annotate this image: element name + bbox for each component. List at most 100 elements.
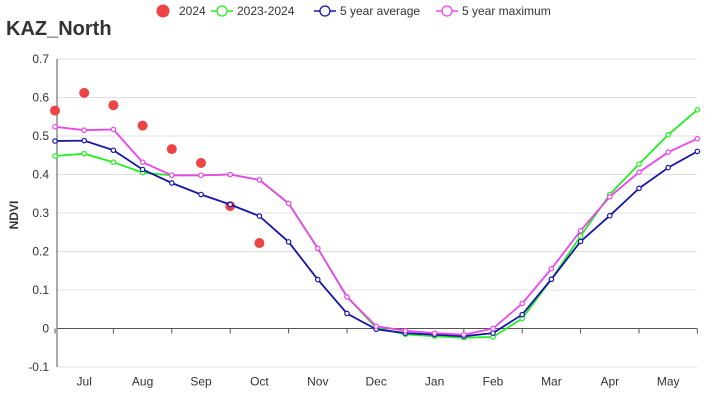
chart-series — [50, 87, 701, 341]
y-tick-label: 0 — [42, 322, 49, 336]
data-point — [108, 100, 119, 111]
chart-axes: -0.1 0 0.1 0.2 0.3 0.4 0.5 0.6 0.7 Jul Aug Sep Oct No… — [28, 52, 698, 389]
data-point — [256, 213, 263, 219]
data-point — [285, 239, 292, 245]
y-tick-label: 0.7 — [32, 52, 49, 66]
data-point — [694, 148, 701, 155]
data-point — [52, 153, 58, 159]
data-point — [577, 238, 584, 245]
data-point — [694, 107, 701, 113]
data-point — [519, 311, 526, 318]
y-tick-label: 0.6 — [32, 91, 49, 105]
data-point — [402, 328, 409, 334]
data-point — [636, 169, 642, 175]
data-point — [548, 266, 555, 272]
legend-item[interactable]: 2024 — [156, 4, 207, 18]
data-point — [110, 147, 117, 154]
data-point — [373, 323, 380, 329]
data-point — [52, 123, 58, 130]
legend-marker — [156, 4, 170, 18]
legend-item[interactable]: 5 year average — [314, 4, 420, 18]
y-axis-label: NDVI — [7, 201, 21, 230]
series-5-year-average — [52, 137, 701, 340]
data-point — [344, 294, 350, 300]
series-2023-2024 — [52, 107, 701, 341]
x-tick-label: Oct — [250, 375, 269, 389]
data-point — [254, 238, 265, 249]
series-line — [54, 139, 698, 338]
legend-label: 2023-2024 — [237, 4, 295, 18]
x-tick-label: Sep — [190, 375, 212, 389]
data-point — [227, 171, 234, 178]
y-tick-label: -0.1 — [28, 360, 49, 374]
legend-marker — [441, 5, 453, 17]
data-point — [198, 191, 204, 198]
legend-label: 5 year average — [340, 4, 420, 18]
data-point — [110, 126, 117, 133]
x-tick-label: Feb — [483, 375, 504, 389]
data-point — [636, 185, 642, 192]
data-point — [577, 233, 584, 239]
legend-label: 5 year maximum — [462, 4, 551, 18]
data-point — [79, 87, 90, 98]
data-point — [519, 300, 526, 307]
data-point — [431, 330, 438, 336]
data-point — [636, 161, 642, 167]
x-tick-label: Aug — [132, 375, 153, 389]
x-tick-label: Mar — [541, 375, 562, 389]
data-point — [490, 330, 496, 336]
data-point — [490, 325, 496, 332]
legend-item[interactable]: 5 year maximum — [436, 4, 551, 18]
x-tick-label: May — [657, 375, 680, 389]
data-point — [81, 127, 88, 134]
legend-marker — [319, 5, 331, 17]
y-tick-label: 0.5 — [32, 129, 49, 143]
legend-item[interactable]: 2023-2024 — [211, 4, 295, 18]
data-point — [166, 144, 177, 155]
data-point — [256, 177, 263, 183]
y-tick-label: 0.4 — [32, 168, 49, 182]
data-point — [606, 212, 613, 219]
x-tick-label: Jul — [77, 375, 92, 389]
x-tick-label: Jan — [425, 375, 444, 389]
data-point — [665, 164, 672, 171]
data-point — [139, 159, 146, 165]
chart-legend: 2024 2023-2024 5 year average 5 year maximu… — [156, 4, 551, 18]
series-2024 — [50, 87, 265, 249]
data-point — [81, 150, 88, 157]
chart-title: KAZ_North — [6, 18, 112, 40]
data-point — [81, 137, 88, 144]
data-point — [52, 138, 58, 144]
data-point — [196, 157, 206, 168]
data-point — [548, 276, 555, 283]
x-tick-label: Dec — [366, 375, 387, 389]
data-point — [314, 245, 321, 252]
data-point — [285, 200, 292, 207]
y-tick-label: 0.1 — [32, 283, 49, 297]
data-point — [198, 172, 204, 179]
data-point — [50, 105, 60, 116]
data-point — [665, 149, 672, 155]
series-line — [54, 125, 698, 336]
legend-marker — [216, 5, 228, 17]
y-tick-label: 0.2 — [32, 245, 49, 259]
x-tick-label: Apr — [600, 375, 619, 389]
series-5-year-maximum — [52, 123, 701, 338]
data-point — [137, 120, 148, 131]
data-point — [460, 331, 467, 338]
data-point — [314, 276, 321, 283]
data-point — [606, 194, 613, 200]
data-point — [169, 180, 175, 186]
chart-grid — [57, 58, 697, 368]
data-point — [344, 310, 350, 317]
data-point — [577, 227, 584, 234]
data-point — [227, 201, 234, 208]
data-point — [139, 166, 146, 173]
data-point — [694, 135, 701, 142]
data-point — [665, 132, 672, 138]
x-tick-label: Nov — [307, 375, 328, 389]
data-point — [110, 159, 117, 165]
y-tick-label: 0.3 — [32, 206, 49, 220]
legend-label: 2024 — [179, 4, 206, 18]
